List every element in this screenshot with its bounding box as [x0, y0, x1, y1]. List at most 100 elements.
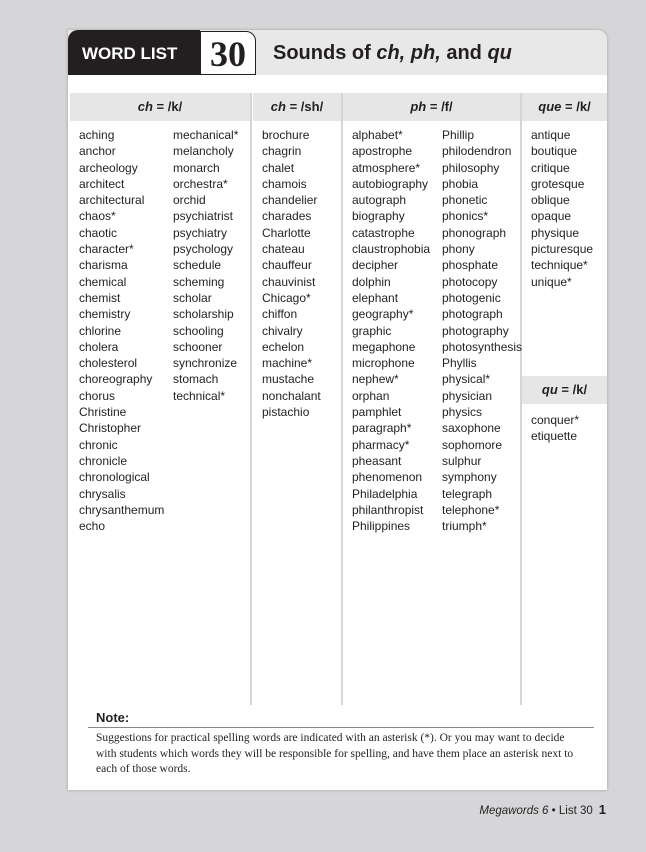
word-item: decipher: [352, 258, 399, 273]
word-item: melancholy: [173, 144, 234, 159]
word-item: monarch: [173, 160, 220, 175]
word-item: philodendron: [442, 144, 512, 159]
word-item: cholesterol: [79, 356, 138, 371]
word-item: philosophy: [442, 160, 500, 175]
word-item: telegraph: [442, 486, 493, 501]
word-item: catastrophe: [352, 225, 415, 240]
word-item: pharmacy*: [352, 437, 410, 452]
word-item: synchronize: [173, 356, 238, 371]
word-item: oblique: [531, 193, 570, 208]
word-item: dolphin: [352, 274, 391, 289]
word-item: chrysalis: [79, 486, 126, 501]
word-item: telephone*: [442, 502, 500, 517]
word-item: chorus: [79, 388, 116, 403]
word-item: etiquette: [531, 429, 578, 444]
word-item: critique: [531, 160, 570, 175]
word-item: conquer*: [531, 413, 580, 427]
word-item: autograph: [352, 193, 407, 208]
word-item: architect: [79, 176, 125, 191]
word-item: Phyllis: [442, 356, 477, 371]
word-item: symphony: [442, 470, 497, 485]
word-item: Philadelphia: [352, 486, 418, 501]
word-item: Chicago*: [262, 290, 311, 305]
word-item: charades: [262, 209, 312, 224]
word-item: schedule: [173, 258, 222, 273]
word-item: phonics*: [442, 209, 489, 224]
word-item: philanthropist: [352, 502, 424, 517]
word-item: pistachio: [262, 405, 310, 420]
word-item: chronic: [79, 437, 118, 452]
word-item: Christopher: [79, 421, 142, 436]
word-item: sulphur: [442, 453, 482, 468]
word-item: physical*: [442, 372, 491, 387]
word-item: antique: [531, 128, 571, 142]
word-item: photocopy: [442, 274, 498, 289]
word-item: geography*: [352, 307, 414, 322]
word-item: graphic: [352, 323, 392, 338]
column-header-que-k: que = /k/: [522, 93, 607, 121]
word-item: chamois: [262, 176, 307, 191]
list-number: 30: [200, 31, 256, 75]
word-item: echo: [79, 519, 106, 534]
column-header-ch-sh: ch = /sh/: [253, 93, 341, 121]
word-item: microphone: [352, 356, 415, 371]
word-item: orchid: [173, 193, 206, 208]
word-item: sophomore: [442, 437, 503, 452]
word-item: saxophone: [442, 421, 501, 436]
word-item: mechanical*: [173, 128, 239, 142]
word-item: chauvinist: [262, 274, 316, 289]
word-item: alphabet*: [352, 128, 403, 142]
note-divider: [88, 727, 594, 728]
word-item: pheasant: [352, 453, 402, 468]
word-column: brochure chagrin chalet chamois chandelier ch…: [262, 127, 321, 420]
word-item: orchestra*: [173, 176, 228, 191]
word-item: psychiatrist: [173, 209, 234, 224]
word-item: orphan: [352, 388, 390, 403]
word-item: schooner: [173, 339, 223, 354]
word-item: choreography: [79, 372, 153, 387]
word-item: chauffeur: [262, 258, 312, 273]
word-item: phenomenon: [352, 470, 423, 485]
word-item: chemical: [79, 274, 127, 289]
word-item: technique*: [531, 258, 588, 273]
word-column: antique boutique critique grotesque oblique o…: [531, 127, 593, 290]
word-column: mechanical* melancholy monarch orchestra* or…: [173, 127, 238, 404]
word-item: brochure: [262, 128, 310, 142]
word-item: chiffon: [262, 307, 298, 322]
word-item: aching: [79, 128, 115, 142]
word-item: anchor: [79, 144, 116, 159]
word-list-tab: WORD LIST: [68, 30, 200, 75]
word-item: phonograph: [442, 225, 507, 240]
word-item: chateau: [262, 242, 305, 257]
word-column: aching anchor archeology architect architect…: [79, 127, 164, 534]
word-item: chronicle: [79, 453, 128, 468]
word-item: nephew*: [352, 372, 399, 387]
word-item: megaphone: [352, 339, 416, 354]
word-column: alphabet* apostrophe atmosphere* autobiogra…: [352, 127, 430, 534]
word-item: Christine: [79, 405, 127, 420]
word-item: mustache: [262, 372, 315, 387]
page-footer: Megawords 6 • List 30 1: [479, 802, 606, 817]
column-header-ch-k: ch = /k/: [70, 93, 250, 121]
word-item: stomach: [173, 372, 219, 387]
word-item: photography: [442, 323, 509, 338]
word-item: architectural: [79, 193, 145, 208]
word-item: grotesque: [531, 176, 585, 191]
page-title: Sounds of ch, ph, and qu: [273, 42, 512, 64]
word-item: cholera: [79, 339, 119, 354]
note-heading: Note:: [96, 710, 130, 725]
word-item: paragraph*: [352, 421, 412, 436]
word-item: technical*: [173, 388, 226, 403]
word-item: boutique: [531, 144, 578, 159]
column-divider: [520, 93, 522, 705]
word-item: phonetic: [442, 193, 488, 208]
page-number: 1: [598, 802, 606, 817]
word-item: psychiatry: [173, 225, 228, 240]
note-text: Suggestions for practical spelling words…: [96, 732, 574, 775]
word-item: nonchalant: [262, 388, 321, 403]
word-item: chrysanthemum: [79, 502, 165, 517]
word-item: psychology: [173, 242, 234, 257]
word-item: chronological: [79, 470, 150, 485]
word-item: atmosphere*: [352, 160, 421, 175]
word-item: biography: [352, 209, 405, 224]
